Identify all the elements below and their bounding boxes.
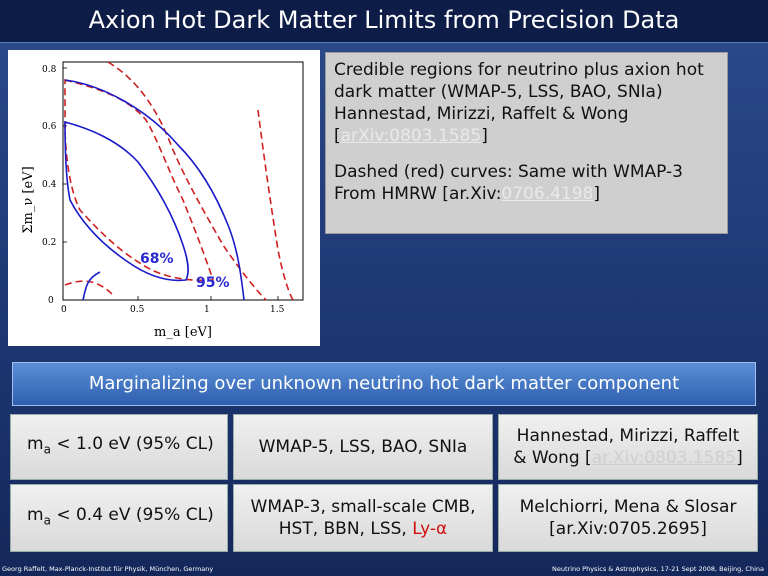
- dashed-68-contour: [64, 78, 215, 282]
- slide-title: Axion Hot Dark Matter Limits from Precis…: [0, 0, 768, 43]
- xtick-1: 0.5: [130, 305, 145, 315]
- y-axis-label: Σm_ν [eV]: [21, 166, 36, 233]
- label-95: 95%: [196, 275, 230, 291]
- ref-link-0803[interactable]: arXiv:0803.1585: [340, 126, 482, 146]
- footer-left: Georg Raffelt, Max-Planck-Institut für P…: [2, 565, 214, 573]
- dashed-95-contour-right: [257, 109, 294, 301]
- ly-alpha-text: Ly-α: [412, 519, 448, 539]
- xtick-0: 0: [61, 305, 67, 315]
- ytick-4: 0.8: [42, 65, 57, 75]
- info-ref-line: [arXiv:0803.1585]: [334, 126, 488, 146]
- limit-cell-1: ma < 1.0 eV (95% CL): [10, 414, 228, 480]
- info-line-1: Credible regions for neutrino plus axion…: [334, 60, 704, 80]
- info-line-4: Dashed (red) curves: Same with WMAP-3: [334, 162, 683, 182]
- plot-frame: [62, 61, 304, 301]
- ref-link-0706[interactable]: 0706.4198: [501, 184, 594, 204]
- footer-right: Neutrino Physics & Astrophysics, 17-21 S…: [552, 565, 764, 573]
- data-cell-2: WMAP-3, small-scale CMB, HST, BBN, LSS, L…: [233, 484, 493, 552]
- info-line-2: dark matter (WMAP-5, LSS, BAO, SNIa): [334, 82, 663, 102]
- solid-68-contour: [64, 120, 189, 282]
- xtick-3: 1.5: [270, 305, 285, 315]
- solid-bottom-contour: [82, 271, 101, 301]
- footer: Georg Raffelt, Max-Planck-Institut für P…: [0, 564, 768, 576]
- ytick-3: 0.6: [42, 122, 57, 132]
- ref-link-row1[interactable]: ar.Xiv:0803.1585: [591, 448, 737, 468]
- label-68: 68%: [140, 251, 174, 267]
- solid-95-contour: [64, 79, 245, 301]
- ref-cell-1: Hannestad, Mirizzi, Raffelt & Wong [ar.Xi…: [498, 414, 758, 480]
- ytick-1: 0.2: [42, 238, 56, 248]
- ytick-2: 0.4: [42, 180, 57, 190]
- dashed-95-contour: [107, 61, 267, 301]
- dashed-bottom-contour: [64, 280, 114, 296]
- x-axis-label: m_a [eV]: [154, 325, 212, 340]
- ytick-0: 0: [48, 296, 54, 306]
- data-cell-1: WMAP-5, LSS, BAO, SNIa: [233, 414, 493, 480]
- xtick-2: 1: [204, 305, 210, 315]
- contour-plot: 0 0.2 0.4 0.6 0.8 0 0.5 1 1.5 Σm_ν [eV] …: [8, 50, 320, 346]
- info-box: Credible regions for neutrino plus axion…: [325, 52, 728, 234]
- info-line-3: Hannestad, Mirizzi, Raffelt & Wong: [334, 104, 629, 124]
- limit-cell-2: ma < 0.4 eV (95% CL): [10, 484, 228, 552]
- info-line-5: From HMRW [ar.Xiv:0706.4198]: [334, 184, 600, 204]
- ref-cell-2: Melchiorri, Mena & Slosar [ar.Xiv:0705.26…: [498, 484, 758, 552]
- contour-plot-svg: 0 0.2 0.4 0.6 0.8 0 0.5 1 1.5 Σm_ν [eV] …: [21, 61, 304, 340]
- section-banner: Marginalizing over unknown neutrino hot …: [12, 362, 756, 406]
